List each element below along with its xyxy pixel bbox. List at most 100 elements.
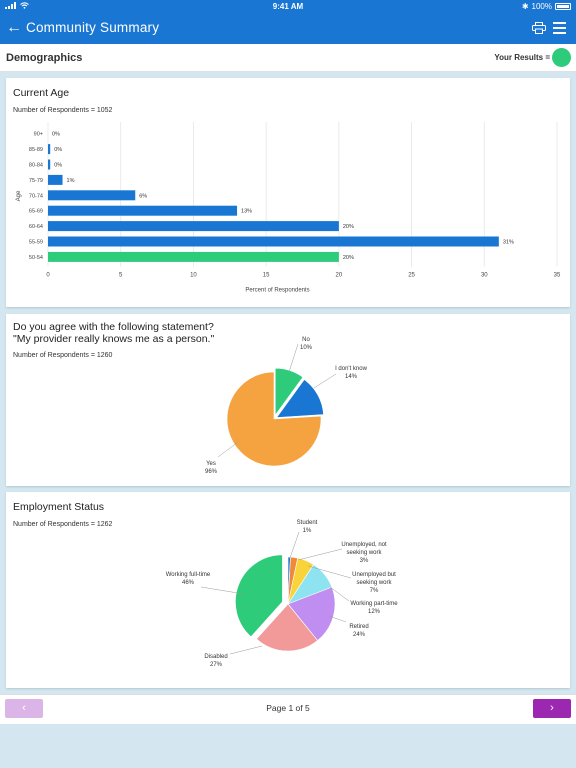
bar: [48, 236, 499, 247]
bar-value-label: 0%: [52, 132, 60, 138]
slice-label: Unemployed but: [352, 572, 396, 578]
y-tick-label: 80-84: [29, 163, 43, 169]
pagination-bar: ‹ Page 1 of 5 ›: [0, 694, 576, 724]
y-tick-label: 70-74: [29, 193, 43, 199]
slice-label: Yes: [206, 461, 216, 467]
leader-line: [200, 586, 245, 595]
wifi-icon: [20, 2, 29, 9]
battery-percent: 100%: [531, 2, 552, 11]
page-title: Community Summary: [26, 20, 160, 35]
leader-line: [297, 548, 343, 561]
leader-line: [328, 615, 347, 623]
app-bar: ← Community Summary: [0, 14, 576, 44]
x-tick-label: 30: [481, 273, 488, 279]
slice-label: 24%: [353, 632, 366, 638]
x-tick-label: 20: [336, 273, 343, 279]
bar: [48, 144, 51, 155]
slice-label: Working full-time: [166, 572, 211, 578]
age-card-title: Current Age: [13, 87, 70, 99]
age-respondents: Number of Respondents = 1052: [13, 107, 113, 114]
pie-slice: [256, 603, 319, 652]
bar-value-label: 1%: [67, 178, 75, 184]
bar: [48, 221, 339, 232]
x-tick-label: 0: [46, 273, 50, 279]
bar-value-label: 20%: [343, 224, 354, 230]
bar-value-label: 0%: [54, 147, 62, 153]
slice-label: Retired: [349, 624, 368, 630]
your-results-legend-dot: [552, 48, 571, 67]
hamburger-menu-icon[interactable]: [553, 22, 566, 34]
provider-card: Do you agree with the following statemen…: [6, 314, 570, 486]
employment-respondents: Number of Respondents = 1262: [13, 521, 113, 528]
slice-label: 96%: [205, 469, 218, 475]
slice-label: 12%: [368, 609, 381, 615]
y-tick-label: 90+: [34, 132, 43, 138]
provider-card-title-line2: "My provider really knows me as a person…: [13, 333, 215, 345]
slice-label: 27%: [210, 662, 223, 668]
x-tick-label: 35: [554, 273, 561, 279]
status-bar: 9:41 AM ✱ 100%: [0, 0, 576, 14]
employment-card: Employment Status Number of Respondents …: [6, 492, 570, 688]
print-icon[interactable]: [532, 22, 546, 34]
x-tick-label: 5: [119, 273, 123, 279]
leader-line: [329, 586, 350, 602]
slice-label: Unemployed, not: [341, 542, 387, 548]
back-arrow-icon[interactable]: ←: [6, 19, 22, 36]
pie-slice: [274, 367, 304, 417]
pie-slice: [235, 554, 283, 638]
bar: [48, 190, 136, 201]
x-axis-label: Percent of Respondents: [245, 288, 309, 294]
your-results-label: Your Results =: [494, 53, 550, 62]
y-axis-label: Age: [16, 190, 22, 201]
y-tick-label: 60-64: [29, 224, 43, 230]
bar: [48, 251, 339, 262]
age-bar-chart: 0 5 10 15 20 25 30 35 90+ 0% 85-89 0% 80-84 0% 75-79 1%…: [16, 122, 561, 294]
slice-label: seeking work: [346, 550, 382, 556]
bar-value-label: 0%: [54, 163, 62, 169]
slice-label: 3%: [360, 558, 369, 564]
y-tick-label: 85-89: [29, 147, 43, 153]
bar: [48, 159, 51, 170]
slice-label: 7%: [370, 588, 379, 594]
provider-card-title-line1: Do you agree with the following statemen…: [13, 321, 214, 333]
bar-value-label: 31%: [503, 240, 514, 246]
status-time: 9:41 AM: [272, 2, 304, 11]
slice-label: No: [302, 337, 310, 343]
leader-line: [313, 373, 337, 389]
slice-label: 14%: [345, 374, 358, 380]
bar: [48, 174, 63, 185]
bar-value-label: 13%: [241, 209, 252, 215]
y-tick-label: 50-54: [29, 255, 43, 261]
x-tick-label: 15: [263, 273, 270, 279]
bar-value-label: 20%: [343, 255, 354, 261]
leader-line: [217, 441, 239, 458]
x-tick-label: 10: [190, 273, 197, 279]
bar: [48, 205, 238, 216]
slice-label: 10%: [300, 345, 313, 351]
bar-value-label: 6%: [139, 193, 147, 199]
provider-pie-chart: No 10% I don't know 14% Yes 96%: [205, 337, 368, 475]
signal-wifi-group: [5, 2, 29, 9]
leader-line: [288, 343, 299, 373]
pie-slice: [287, 586, 336, 641]
x-tick-label: 25: [408, 273, 415, 279]
next-page-button[interactable]: ›: [533, 699, 571, 718]
section-title: Demographics: [6, 52, 83, 64]
slice-label: 1%: [303, 528, 312, 534]
slice-label: Disabled: [204, 654, 227, 660]
slice-label: 46%: [182, 580, 195, 586]
previous-page-button[interactable]: ‹: [5, 699, 43, 718]
section-header: Demographics Your Results =: [0, 44, 576, 72]
slice-label: Working part-time: [350, 601, 398, 607]
y-tick-label: 75-79: [29, 178, 43, 184]
leader-line: [289, 531, 300, 559]
status-right: ✱ 100%: [522, 2, 571, 11]
page-indicator: Page 1 of 5: [266, 703, 310, 713]
leader-line: [307, 565, 352, 579]
battery-icon: [555, 3, 571, 10]
pie-slice: [276, 379, 324, 418]
slice-label: seeking work: [356, 580, 392, 586]
leader-line: [229, 645, 263, 655]
employment-card-title: Employment Status: [13, 501, 105, 513]
age-card: Current Age Number of Respondents = 1052…: [6, 78, 570, 307]
